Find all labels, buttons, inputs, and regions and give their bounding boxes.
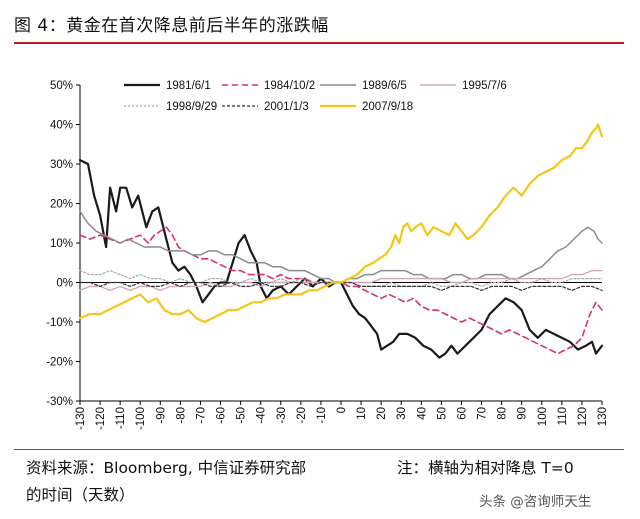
source-text: 资料来源：Bloomberg, 中信证券研究部 (26, 459, 307, 477)
watermark-text: 头条 @咨询师天生 (479, 494, 592, 510)
note-text-continued: 的时间（天数） (26, 486, 135, 504)
chart-title: 图 4：黄金在首次降息前后半年的涨跌幅 (14, 16, 329, 36)
note-text: 注：横轴为相对降息 T=0 (397, 459, 574, 477)
y-tick-label: -20% (46, 357, 73, 369)
x-tick-label: 80 (497, 407, 509, 420)
x-tick-label: 100 (537, 407, 549, 426)
legend-label: 2007/9/18 (362, 101, 413, 113)
x-tick-label: 120 (577, 407, 589, 426)
x-tick-label: -30 (276, 407, 288, 424)
chart-series (78, 123, 604, 359)
x-tick-label: -110 (115, 407, 127, 429)
y-tick-label: 40% (50, 120, 73, 132)
x-tick-label: 70 (477, 407, 489, 420)
x-tick-label: -120 (95, 407, 107, 430)
x-tick-label: -60 (216, 407, 228, 424)
y-tick-label: -10% (46, 317, 73, 329)
x-tick-label: 130 (597, 407, 609, 426)
line-chart: 50% 40% 30% 20% 10% 0% -10% -20% -30%-130 -120 -11… (46, 80, 609, 430)
x-tick-label: 60 (456, 407, 468, 420)
legend-label: 1981/6/1 (166, 80, 211, 92)
legend-label: 2001/1/3 (264, 101, 309, 113)
legend-label: 1984/10/2 (264, 80, 315, 92)
x-tick-label: 50 (436, 407, 448, 420)
y-tick-label: 30% (50, 159, 73, 171)
series-line-1995-7-6 (79, 269, 603, 292)
x-tick-label: -100 (135, 407, 147, 430)
y-tick-label: 10% (50, 238, 73, 250)
x-tick-label: 110 (557, 407, 569, 425)
x-tick-label: 40 (416, 407, 428, 420)
x-tick-label: -50 (236, 407, 248, 424)
x-tick-label: -70 (195, 407, 207, 424)
x-tick-label: -90 (155, 407, 167, 424)
x-tick-label: 10 (356, 407, 368, 420)
x-tick-label: 0 (336, 407, 348, 413)
y-tick-label: 50% (50, 80, 73, 92)
x-tick-label: -10 (316, 407, 328, 424)
y-tick-label: -30% (46, 396, 73, 408)
x-tick-label: -20 (296, 407, 308, 424)
x-tick-label: -40 (256, 407, 268, 424)
series-line-1981-6-1 (78, 159, 604, 359)
legend-label: 1989/6/5 (362, 80, 407, 92)
x-tick-label: 30 (396, 407, 408, 420)
title-rule (14, 42, 624, 44)
chart-axes: 50% 40% 30% 20% 10% 0% -10% -20% -30%-130 -120 -11… (46, 80, 609, 430)
legend-label: 1998/9/29 (166, 101, 217, 113)
series-line-1984-10-2 (79, 226, 603, 355)
legend-label: 1995/7/6 (462, 80, 507, 92)
y-tick-label: 20% (50, 199, 73, 211)
x-tick-label: -80 (175, 407, 187, 424)
chart-legend: 1981/6/1 1984/10/2 1989/6/5 1995/7/6 1998/9/… (124, 80, 507, 113)
x-tick-label: 90 (517, 407, 529, 420)
x-tick-label: 20 (376, 407, 388, 420)
y-tick-label: 0% (56, 278, 73, 290)
x-tick-label: -130 (75, 407, 87, 430)
footer-rule (14, 449, 624, 450)
series-line-2007-9-18 (78, 123, 604, 324)
series-line-1989-6-5 (79, 210, 603, 284)
